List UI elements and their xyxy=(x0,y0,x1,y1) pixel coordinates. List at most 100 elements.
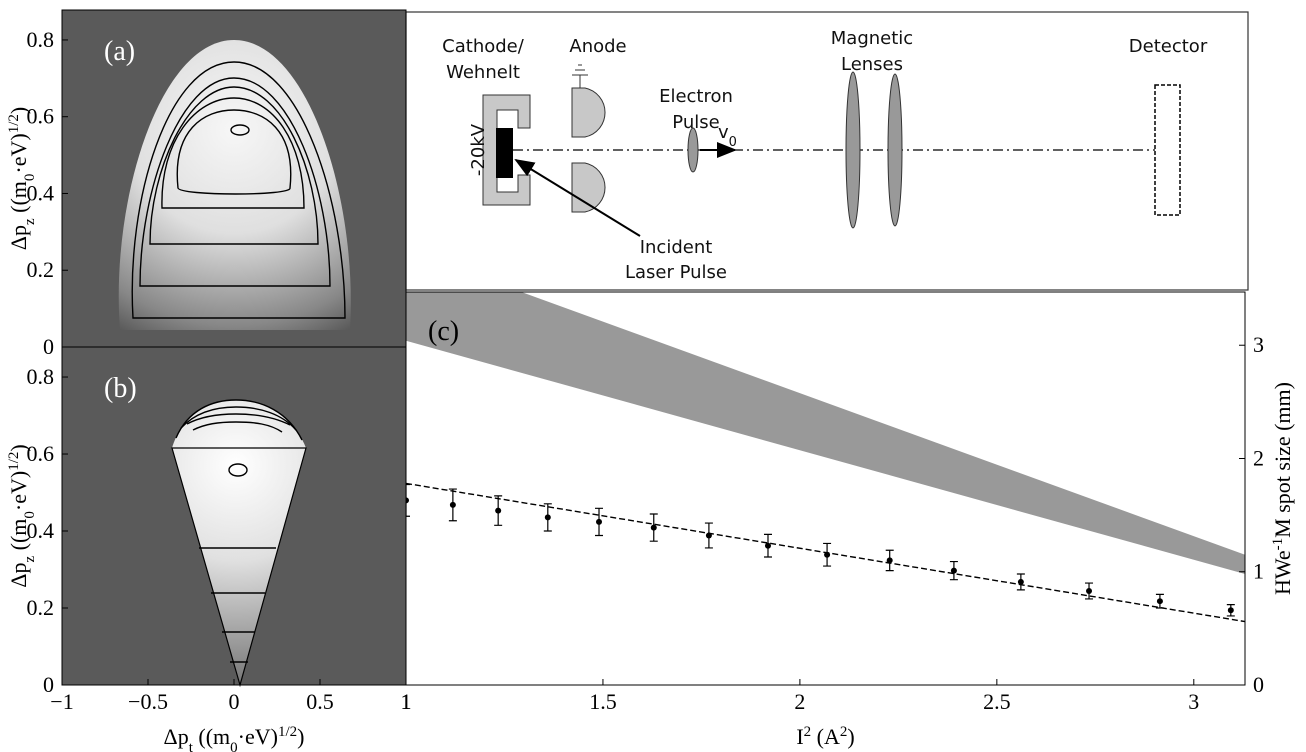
panel-label: (a) xyxy=(104,36,135,67)
panel-a xyxy=(62,10,406,347)
label-part: ) xyxy=(6,444,31,451)
lens xyxy=(887,73,903,227)
label-part: 1/2 xyxy=(6,114,22,133)
y-tick-label: 0.4 xyxy=(27,518,55,543)
label-part: ) xyxy=(6,107,31,114)
label-part: Δp xyxy=(6,225,31,250)
y-axis-label: Δpz ((m0·eV)1/2) xyxy=(6,107,38,250)
label-part: Δp xyxy=(6,563,31,588)
cathode xyxy=(496,128,513,178)
label-part: 0 xyxy=(729,135,737,150)
label-part: HWe xyxy=(1270,550,1295,595)
y-tick-label: 2 xyxy=(1253,445,1264,470)
diagram-frame xyxy=(405,11,1249,291)
x-tick-label: 2.5 xyxy=(983,689,1011,714)
x-tick-label: 1.5 xyxy=(589,689,617,714)
heat xyxy=(172,400,306,685)
label: Cathode/ xyxy=(442,36,525,57)
label-part: z xyxy=(22,218,38,225)
label: v0 xyxy=(718,122,737,150)
label: Lenses xyxy=(841,54,903,75)
label-part: 0 xyxy=(22,174,38,182)
data-point xyxy=(886,557,893,564)
y-tick-label: 0.8 xyxy=(27,27,55,52)
data-point xyxy=(596,518,603,525)
y-axis-label: Δpz ((m0·eV)1/2) xyxy=(6,444,38,587)
label-part: ·eV) xyxy=(6,133,31,173)
data-point xyxy=(824,551,831,558)
y-tick-label: 0.4 xyxy=(27,180,55,205)
label-part: v xyxy=(718,122,729,143)
x-tick-label: 0.5 xyxy=(306,689,334,714)
y-tick-label: 0 xyxy=(1253,672,1264,697)
y-tick-label: 1 xyxy=(1253,559,1264,584)
x-tick-label: −0.5 xyxy=(128,689,168,714)
x-tick-label: 2 xyxy=(794,689,805,714)
x-axis-label: Δpt ((m0·eV)1/2) xyxy=(164,724,305,752)
label-part: 2 xyxy=(804,724,812,740)
x-tick-label: 0 xyxy=(229,689,240,714)
ground-symbol xyxy=(572,64,588,88)
error-bar xyxy=(406,483,410,517)
x-axis-label: I2 (A2) xyxy=(796,724,854,749)
y-tick-label: 0 xyxy=(43,672,54,697)
y-tick-label: 0 xyxy=(43,334,54,359)
label-part: ((m xyxy=(6,519,31,556)
label: Pulse xyxy=(672,112,719,133)
label: Detector xyxy=(1129,36,1208,57)
label: -20kV xyxy=(468,123,489,176)
label-part: M spot size (mm) xyxy=(1270,382,1295,538)
label-part: I xyxy=(796,724,803,749)
data-point xyxy=(764,542,771,549)
data-point xyxy=(1017,578,1024,585)
label-part: ) xyxy=(297,724,304,749)
contours xyxy=(171,399,307,688)
label-part: 0 xyxy=(22,511,38,519)
data-point xyxy=(1227,607,1234,614)
label-part: z xyxy=(22,556,38,563)
data-point xyxy=(1086,587,1093,594)
x-tick-label: 1 xyxy=(401,689,412,714)
panel-label: (c) xyxy=(428,316,459,347)
laser-arrow xyxy=(514,158,641,237)
data-point xyxy=(650,524,657,531)
plot-area xyxy=(406,292,1245,623)
label: Incident xyxy=(640,237,713,258)
label: Wehnelt xyxy=(446,62,520,83)
data-point xyxy=(705,532,712,539)
panel-label: (b) xyxy=(104,373,137,404)
data-point xyxy=(1156,598,1163,605)
y-tick-label: 0.8 xyxy=(27,364,55,389)
y-tick-label: 3 xyxy=(1253,332,1264,357)
wehnelt xyxy=(482,94,531,206)
label: Electron xyxy=(659,86,733,107)
label: Magnetic xyxy=(831,28,913,49)
anode-top xyxy=(571,87,606,138)
prediction-band xyxy=(406,292,1245,575)
label-part: ·eV) xyxy=(238,724,278,749)
label-part: ((m xyxy=(193,724,230,749)
data-point xyxy=(449,501,456,508)
y-tick-label: 0.2 xyxy=(27,595,55,620)
label-part: ·eV) xyxy=(6,471,31,511)
x-tick-label: 1 xyxy=(401,689,412,714)
x-tick-label: −1 xyxy=(50,689,73,714)
label-part: 2 xyxy=(840,724,848,740)
label-part: Δp xyxy=(164,724,189,749)
y-tick-label: 0.2 xyxy=(27,257,55,282)
label: Anode xyxy=(569,36,626,57)
lens xyxy=(845,71,861,229)
data-point xyxy=(406,497,409,504)
detector xyxy=(1154,84,1181,216)
y-tick-label: 0.6 xyxy=(27,441,55,466)
label-part: 0 xyxy=(230,740,238,752)
label-part: 1/2 xyxy=(278,724,297,740)
heat xyxy=(118,40,351,330)
panel-b xyxy=(62,347,406,688)
y-tick-label: 0.6 xyxy=(27,104,55,129)
data-point xyxy=(950,567,957,574)
label: Laser Pulse xyxy=(625,262,727,283)
contours xyxy=(131,61,346,319)
